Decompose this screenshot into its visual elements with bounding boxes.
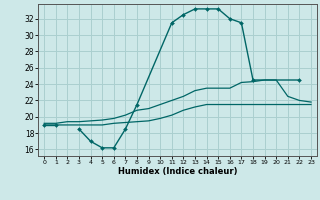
X-axis label: Humidex (Indice chaleur): Humidex (Indice chaleur): [118, 167, 237, 176]
